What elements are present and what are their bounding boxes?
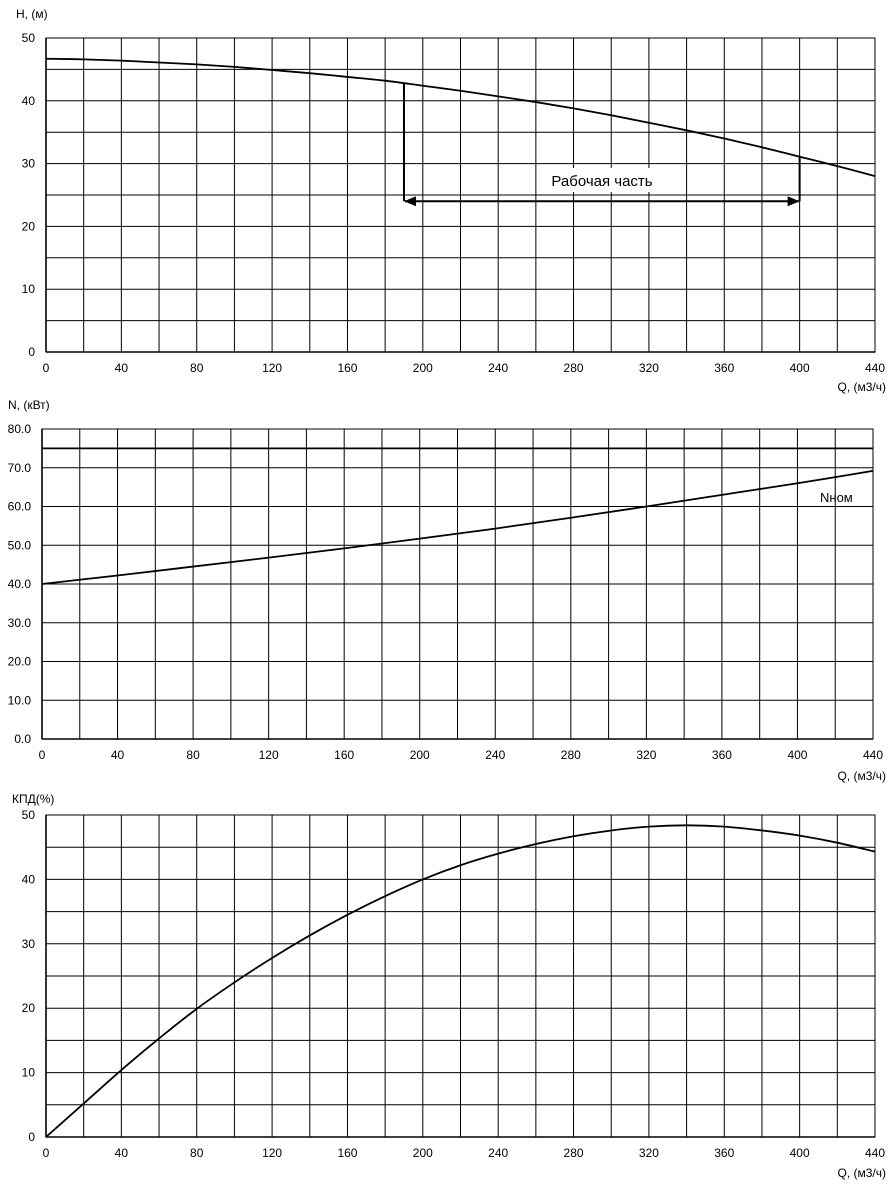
x-axis-label: Q, (м3/ч): [837, 1166, 886, 1180]
x-tick-label: 80: [190, 361, 204, 375]
x-tick-label: 440: [863, 748, 883, 762]
y-tick-label: 30.0: [8, 616, 32, 630]
y-tick-label: 10: [22, 1066, 36, 1080]
x-tick-label: 120: [259, 748, 279, 762]
y-tick-label: 50.0: [8, 538, 32, 552]
x-tick-label: 360: [714, 1146, 734, 1160]
power-chart: 0 40 80 120 160 200 240 280 320 360 400 440 0.0 10.0 2…: [8, 398, 886, 783]
x-tick-label: 240: [488, 361, 508, 375]
x-tick-label: 200: [413, 361, 433, 375]
x-axis-label: Q, (м3/ч): [837, 380, 886, 394]
y-tick-label: 20: [22, 1001, 36, 1015]
y-tick-label: 30: [22, 937, 36, 951]
x-tick-label: 360: [712, 748, 732, 762]
x-tick-label: 400: [790, 1146, 810, 1160]
x-tick-label: 240: [485, 748, 505, 762]
x-tick-label: 400: [787, 748, 807, 762]
operating-range-annotation: Рабочая часть: [402, 83, 801, 207]
y-tick-label: 0: [28, 345, 35, 359]
y-tick-label: 50: [22, 808, 36, 822]
y-tick-label: 50: [22, 31, 36, 45]
x-tick-label: 200: [410, 748, 430, 762]
x-tick-label: 280: [561, 748, 581, 762]
y-tick-label: 0.0: [14, 732, 31, 746]
y-tick-label: 80.0: [8, 422, 32, 436]
range-label-background: [540, 168, 664, 192]
x-tick-label: 0: [43, 361, 50, 375]
x-tick-label: 280: [564, 361, 584, 375]
efficiency-chart: 0 40 80 120 160 200 240 280 320 360 400 440 0 10 20 30 4…: [12, 792, 886, 1180]
x-tick-label: 200: [413, 1146, 433, 1160]
y-tick-label: 30: [22, 157, 36, 171]
x-tick-label: 440: [865, 1146, 885, 1160]
x-tick-label: 80: [186, 748, 200, 762]
series-label: Nном: [820, 490, 853, 505]
y-tick-label: 40.0: [8, 577, 32, 591]
series-line-0: [45, 57, 876, 178]
range-label: Рабочая часть: [551, 173, 652, 190]
x-tick-label: 240: [488, 1146, 508, 1160]
y-tick-label: 40: [22, 94, 36, 108]
x-tick-label: 160: [334, 748, 354, 762]
x-tick-label: 120: [262, 361, 282, 375]
y-axis-label: H, (м): [16, 7, 48, 21]
x-tick-label: 320: [639, 361, 659, 375]
y-tick-label: 20.0: [8, 655, 32, 669]
y-tick-label: 60.0: [8, 500, 32, 514]
x-tick-label: 80: [190, 1146, 204, 1160]
grid: [45, 37, 876, 353]
y-tick-label: 20: [22, 219, 36, 233]
series-line-0: [41, 469, 874, 585]
y-tick-label: 10.0: [8, 693, 32, 707]
y-tick-label: 10: [22, 282, 36, 296]
x-tick-label: 280: [564, 1146, 584, 1160]
x-axis-label: Q, (м3/ч): [837, 769, 886, 783]
x-tick-label: 400: [790, 361, 810, 375]
x-tick-label: 0: [43, 1146, 50, 1160]
x-tick-label: 40: [115, 361, 129, 375]
x-tick-label: 40: [111, 748, 125, 762]
y-tick-label: 70.0: [8, 461, 32, 475]
x-tick-label: 160: [337, 361, 357, 375]
head-chart: 0 40 80 120 160 200 240 280 320 360 400 440 0 10 20 30 4…: [16, 7, 886, 394]
x-tick-label: 360: [714, 361, 734, 375]
y-axis-label: N, (кВт): [8, 398, 50, 412]
series-line-0: [45, 824, 876, 1138]
x-tick-label: 40: [115, 1146, 129, 1160]
x-tick-label: 320: [639, 1146, 659, 1160]
y-tick-label: 40: [22, 872, 36, 886]
y-axis-label: КПД(%): [12, 792, 54, 806]
x-tick-label: 0: [39, 748, 46, 762]
x-tick-label: 320: [636, 748, 656, 762]
grid: [41, 428, 874, 740]
grid: [45, 814, 876, 1138]
x-tick-label: 160: [337, 1146, 357, 1160]
x-tick-label: 120: [262, 1146, 282, 1160]
y-tick-label: 0: [28, 1130, 35, 1144]
x-tick-label: 440: [865, 361, 885, 375]
